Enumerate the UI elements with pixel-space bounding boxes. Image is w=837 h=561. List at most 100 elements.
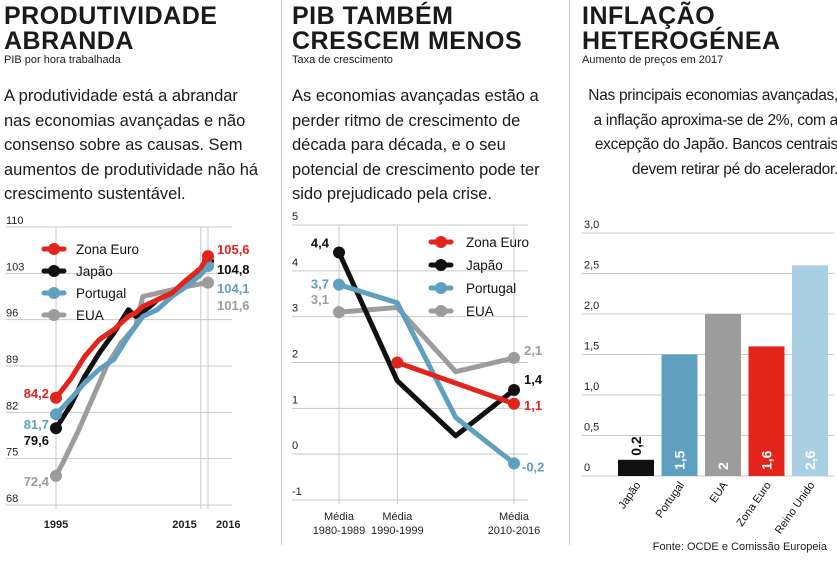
legend-marker-portugal <box>435 282 447 294</box>
legend-marker-japao <box>48 265 60 277</box>
y-tick-label: 4 <box>292 257 298 269</box>
productivity-text: A produtividade está a abrandar nas econ… <box>4 87 259 203</box>
gdp-text: As economias avançadas estão a perder ri… <box>292 87 540 203</box>
y-tick-label: 0 <box>292 440 298 452</box>
y-tick-label: 5 <box>292 211 298 223</box>
start-label-japao: 79,6 <box>24 433 49 448</box>
y-tick-label: 3 <box>292 303 298 315</box>
start-point-japao <box>50 422 62 435</box>
series-line-portugal <box>336 282 517 466</box>
bar-reino-unido <box>792 265 828 476</box>
end-label-eua: 101,6 <box>217 298 250 313</box>
y-tick-label: 0 <box>584 462 590 474</box>
y-tick-label: 3,0 <box>584 219 599 231</box>
series-line-zona-euro <box>53 253 211 401</box>
end-label-portugal: 104,1 <box>217 281 250 296</box>
start-label-portugal: 81,7 <box>24 417 49 432</box>
end-point-zona-euro <box>508 397 520 410</box>
productivity-line-chart: 68 75 82 89 96 103 110 1995 2015 2016 72,4 101,6 79,… <box>6 215 250 531</box>
legend-label-zona-euro: Zona Euro <box>76 242 139 257</box>
bar-japao <box>618 459 654 476</box>
bar-portugal <box>661 354 698 476</box>
bar-value-label-reino-unido: 2,6 <box>802 450 818 470</box>
x-tick-label: 1995 <box>44 519 68 531</box>
start-point-eua <box>50 469 62 482</box>
y-tick-label: 2,5 <box>584 260 599 272</box>
legend-marker-zona-euro <box>435 236 447 248</box>
legend-marker-japao <box>435 259 447 271</box>
y-tick-label: 82 <box>6 400 18 412</box>
legend-marker-portugal <box>48 287 60 299</box>
y-tick-label: -1 <box>292 486 302 498</box>
productivity-panel: PRODUTIVIDADE ABRANDA PIB por hora traba… <box>0 0 278 561</box>
legend-marker-zona-euro <box>48 243 60 255</box>
inflation-title: INFLAÇÃO HETEROGÉNEA <box>582 2 781 55</box>
bar-value-label-japao: 0,2 <box>628 436 644 456</box>
legend-label-japao: Japão <box>76 264 113 279</box>
series-line-japao <box>336 250 517 439</box>
gdp-panel: PIB TAMBÉM CRESCEM MENOS Taxa de crescim… <box>288 0 556 561</box>
start-label-eua: 3,1 <box>311 292 329 307</box>
legend-label-eua: EUA <box>76 308 104 323</box>
x-tick-label: 2015 <box>172 519 196 531</box>
end-point-japao <box>508 384 520 396</box>
productivity-subtitle: PIB por hora trabalhada <box>4 54 121 66</box>
series-line-eua <box>336 305 517 375</box>
series-line-zona-euro <box>394 360 517 407</box>
y-tick-label: 89 <box>6 354 18 366</box>
x-tick-label: Média 1990-1999 <box>371 511 424 537</box>
start-point-eua <box>333 306 345 319</box>
y-tick-label: 1,0 <box>584 381 599 393</box>
y-tick-label: 68 <box>6 493 18 505</box>
bar-value-label-zona-euro: 1,6 <box>759 450 775 470</box>
y-tick-label: 0,5 <box>584 422 599 434</box>
legend-label-eua: EUA <box>466 304 494 319</box>
end-point-eua <box>508 351 520 364</box>
end-point-eua <box>202 276 214 289</box>
start-point-portugal <box>50 408 62 421</box>
end-label-japao: 104,8 <box>217 262 250 277</box>
category-label-reino-unido: Reino Unido <box>773 480 818 536</box>
column-divider-2 <box>569 0 570 545</box>
start-point-portugal <box>333 278 345 291</box>
start-point-japao <box>333 246 345 259</box>
bar-zona-euro <box>748 346 785 476</box>
legend-marker-eua <box>435 305 447 317</box>
productivity-title: PRODUTIVIDADE ABRANDA <box>4 2 218 55</box>
start-label-eua: 72,4 <box>24 474 50 489</box>
inflation-subtitle: Aumento de preços em 2017 <box>582 54 724 66</box>
start-point-zona-euro <box>50 391 62 404</box>
category-label-japao: Japão <box>616 480 643 511</box>
start-point-zona-euro <box>391 356 404 369</box>
series-line-portugal <box>53 263 211 417</box>
category-label-eua: EUA <box>708 479 731 505</box>
legend-label-zona-euro: Zona Euro <box>466 235 529 250</box>
start-label-portugal: 3,7 <box>311 277 329 292</box>
legend-label-portugal: Portugal <box>466 281 516 296</box>
start-label-japao: 4,4 <box>311 236 330 251</box>
start-label-zona-euro: 84,2 <box>24 386 49 401</box>
x-tick-label: Média 1980-1989 <box>313 511 366 537</box>
y-tick-label: 110 <box>6 215 24 227</box>
end-point-zona-euro <box>202 250 214 263</box>
end-label-zona-euro: 1,1 <box>524 398 542 413</box>
inflation-panel: INFLAÇÃO HETEROGÉNEA Aumento de preços e… <box>578 0 837 561</box>
end-label-eua: 2,1 <box>524 343 542 358</box>
bar-eua <box>705 314 741 476</box>
y-tick-label: 1 <box>292 394 298 406</box>
category-label-zona-euro: Zona Euro <box>735 480 774 529</box>
y-tick-label: 1,5 <box>584 341 599 353</box>
inflation-text: Nas principais economias avançadas, a in… <box>588 87 837 178</box>
source-footer: Fonte: OCDE e Comissão Europeia <box>652 541 827 553</box>
y-tick-label: 96 <box>6 308 18 320</box>
x-tick-label: 2016 <box>216 519 240 531</box>
column-divider-1 <box>281 0 282 545</box>
y-tick-label: 103 <box>6 261 24 273</box>
inflation-bar-chart: 0 0,5 1,0 1,5 2,0 2,5 3,0 0,2 Japão 1,5 Portugal 2 E… <box>582 219 834 536</box>
legend-label-portugal: Portugal <box>76 286 126 301</box>
end-label-zona-euro: 105,6 <box>217 242 250 257</box>
category-label-portugal: Portugal <box>654 480 687 520</box>
gdp-subtitle: Taxa de crescimento <box>292 54 393 66</box>
y-tick-label: 2,0 <box>584 300 599 312</box>
